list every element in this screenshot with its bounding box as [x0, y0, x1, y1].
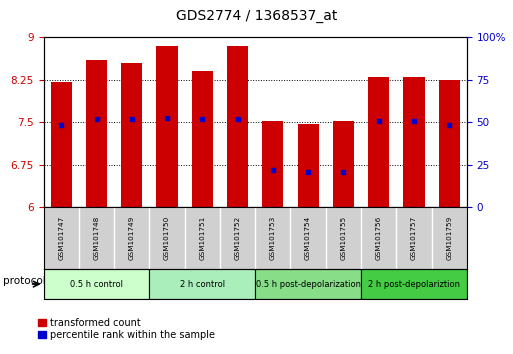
Text: GSM101750: GSM101750 [164, 216, 170, 260]
Bar [255, 269, 361, 299]
Text: GSM101755: GSM101755 [341, 216, 346, 260]
Bar [44, 269, 149, 299]
Bar [439, 80, 460, 207]
Text: GSM101748: GSM101748 [93, 216, 100, 260]
Bar [368, 77, 389, 207]
Text: GDS2774 / 1368537_at: GDS2774 / 1368537_at [176, 9, 337, 23]
Text: GSM101759: GSM101759 [446, 216, 452, 260]
Text: GSM101754: GSM101754 [305, 216, 311, 260]
Bar [86, 60, 107, 207]
Text: 0.5 h control: 0.5 h control [70, 280, 123, 289]
Bar [156, 46, 177, 207]
Text: GSM101757: GSM101757 [411, 216, 417, 260]
Bar [361, 269, 467, 299]
Text: GSM101756: GSM101756 [376, 216, 382, 260]
Bar [149, 269, 255, 299]
Bar [192, 71, 213, 207]
Text: protocol: protocol [3, 275, 45, 286]
Bar [333, 121, 354, 207]
Text: GSM101747: GSM101747 [58, 216, 64, 260]
Legend: transformed count, percentile rank within the sample: transformed count, percentile rank withi… [38, 318, 215, 339]
Bar [298, 124, 319, 207]
Bar [121, 63, 142, 207]
Bar [262, 121, 283, 207]
Text: GSM101751: GSM101751 [200, 216, 205, 260]
Text: GSM101753: GSM101753 [270, 216, 276, 260]
Bar [227, 46, 248, 207]
Text: 2 h control: 2 h control [180, 280, 225, 289]
Text: GSM101749: GSM101749 [129, 216, 135, 260]
Text: 0.5 h post-depolarization: 0.5 h post-depolarization [255, 280, 361, 289]
Text: GSM101752: GSM101752 [234, 216, 241, 260]
Text: 2 h post-depolariztion: 2 h post-depolariztion [368, 280, 460, 289]
Bar [403, 77, 424, 207]
Bar [51, 82, 72, 207]
